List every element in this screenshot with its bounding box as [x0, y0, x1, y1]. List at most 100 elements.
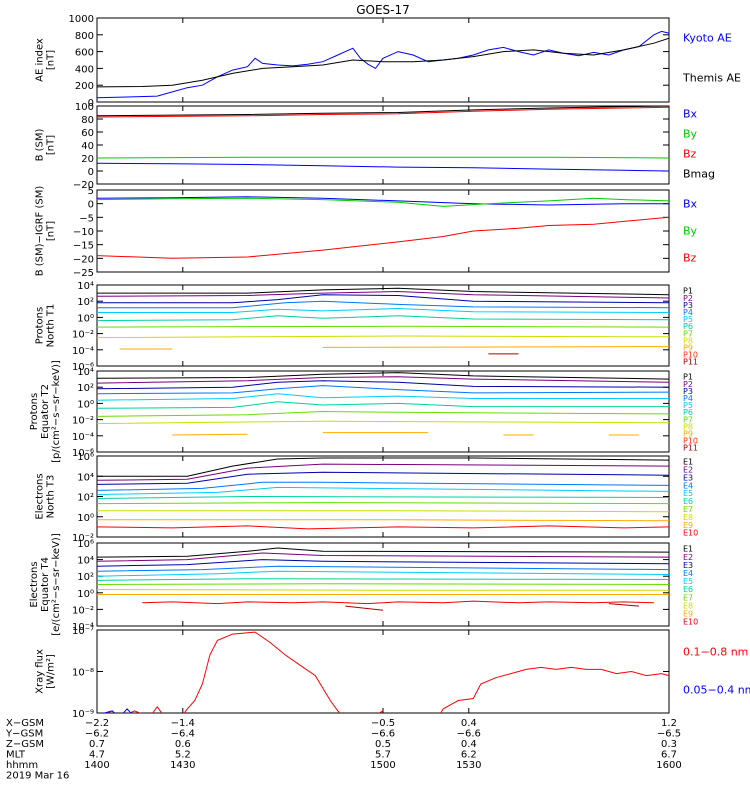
legend-entry: E10	[683, 529, 698, 538]
legend-entry: P8	[683, 422, 693, 431]
legend-entry: P9	[683, 429, 693, 438]
legend-entry: Bx	[683, 198, 698, 211]
y-axis-label: B (SM)	[35, 128, 46, 161]
y-axis-label: [W/m²]	[46, 654, 57, 689]
y-tick-label: −20	[73, 254, 94, 265]
series-line-0-1-0-8-nm	[105, 631, 669, 713]
x-tick-value: 0.3	[661, 739, 677, 750]
y-tick-label: 10⁰	[77, 513, 94, 524]
y-tick-label: −10	[73, 227, 94, 238]
y-tick-label: −20	[73, 180, 94, 191]
series-line-themis-ae	[97, 37, 669, 88]
legend-entry: P9	[683, 343, 693, 352]
legend-entry: E7	[683, 505, 693, 514]
series-line-unlabeled	[345, 603, 639, 611]
y-tick-label: 10⁴	[77, 281, 94, 292]
y-tick-label: 400	[75, 64, 94, 75]
x-tick-value: −2.2	[85, 718, 109, 729]
y-tick-label: 10²	[77, 572, 94, 583]
series-line-p8	[97, 335, 669, 339]
series-line-e5	[97, 570, 669, 577]
series-line-p9	[172, 432, 639, 436]
legend-entry: Themis AE	[682, 72, 741, 85]
x-tick-value: 1430	[170, 760, 195, 771]
legend-entry: E4	[683, 569, 693, 578]
series-line-e5	[97, 486, 669, 495]
y-tick-label: 10⁻²	[72, 605, 94, 616]
legend-entry: E5	[683, 489, 693, 498]
series-line-e4	[97, 565, 669, 572]
series-line-p2	[97, 290, 669, 299]
legend-entry: P1	[683, 287, 693, 296]
x-tick-value: 1.2	[661, 718, 677, 729]
y-axis-label: [e/(cm²−s−sr−keV)]	[51, 533, 62, 636]
legend-entry: E10	[683, 618, 698, 627]
legend-entry: P4	[683, 394, 693, 403]
x-tick-value: −1.4	[171, 718, 195, 729]
x-tick-value: 0.4	[461, 739, 477, 750]
series-line-e7	[97, 583, 669, 585]
series-line-e8	[97, 589, 669, 591]
series-line-p9	[119, 346, 669, 350]
series-line-p8	[97, 420, 669, 425]
panel-3: −25 −20 −15 −10 −5 0 5 B (SM)−IGRF (SM) [nT] Bx By…	[35, 186, 698, 279]
y-tick-label: 0	[88, 167, 94, 178]
series-line-kyoto-ae	[97, 30, 669, 99]
x-tick-value: 0.6	[175, 739, 191, 750]
legend-entry: E1	[683, 458, 693, 467]
y-tick-label: 10⁻²	[72, 330, 94, 341]
x-tick-value: −0.5	[371, 718, 395, 729]
x-tick-value: 6.7	[661, 750, 677, 761]
legend-entry: By	[683, 128, 698, 141]
y-tick-label: 0	[88, 200, 94, 211]
series-line-e7	[97, 502, 669, 505]
series-line-p5	[97, 307, 669, 313]
y-tick-label: 600	[75, 48, 94, 59]
legend-entry: E6	[683, 497, 693, 506]
series-line-p7	[97, 325, 669, 328]
panel-frame	[96, 189, 670, 273]
x-tick-value: −6.2	[85, 729, 109, 740]
y-axis-label: Electrons	[35, 473, 46, 519]
panel-frame	[96, 370, 670, 453]
x-tick-value: −6.4	[171, 729, 195, 740]
series-line-e3	[97, 471, 669, 485]
x-tick-value: 1530	[456, 760, 481, 771]
y-tick-label: 10⁶	[77, 539, 94, 550]
y-axis-label: Xray flux	[35, 649, 46, 694]
y-axis-label: Protons	[35, 307, 46, 344]
legend-entry: Bx	[683, 108, 698, 121]
x-tick-value: −6.5	[657, 729, 681, 740]
y-tick-label: 10⁻⁴	[72, 622, 94, 633]
legend-entry: P11	[683, 358, 698, 367]
legend-entry: P11	[683, 444, 698, 453]
series-line-bx	[97, 196, 669, 206]
legend-entry: E7	[683, 593, 693, 602]
y-tick-label: 10⁶	[77, 452, 94, 463]
series-line-p6	[97, 401, 669, 409]
x-tick-value: 5.7	[375, 750, 391, 761]
series-line-p7	[97, 410, 669, 417]
y-tick-label: 40	[81, 141, 94, 152]
series-line-p3	[97, 380, 669, 390]
y-tick-label: −25	[73, 268, 94, 279]
x-row-label: MLT	[6, 750, 26, 761]
y-tick-label: 10⁰	[77, 399, 94, 410]
y-axis-label: Equator T2	[40, 384, 51, 439]
x-tick-value: 4.7	[89, 750, 105, 761]
x-tick-value: 0.5	[375, 739, 391, 750]
y-tick-label: 10⁴	[77, 367, 94, 378]
panel-frame	[96, 284, 670, 367]
legend-entry: E8	[683, 513, 693, 522]
series-line-0-05-0-4-nm	[103, 708, 143, 713]
x-tick-value: 5.2	[175, 750, 191, 761]
date-label: 2019 Mar 16	[6, 771, 69, 782]
y-tick-label: 10²	[77, 383, 94, 394]
series-line-e6	[97, 495, 669, 499]
legend-entry: 0.05−0.4 nm	[683, 684, 750, 697]
panel-frame	[96, 629, 670, 714]
legend-entry: E3	[683, 561, 693, 570]
legend-entry: P6	[683, 408, 693, 417]
